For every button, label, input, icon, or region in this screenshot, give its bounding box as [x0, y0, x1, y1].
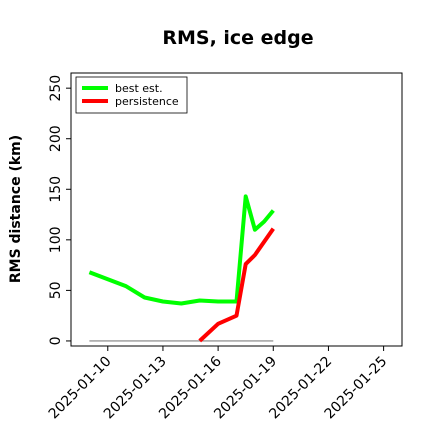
plot-frame [70, 72, 403, 347]
chart-title: RMS, ice edge [162, 27, 313, 49]
plot-area [88, 194, 275, 343]
legend-box [75, 76, 188, 114]
y-tick-label: 100 [48, 226, 64, 253]
series-line-persistence [198, 227, 275, 343]
legend: best est. persistence [75, 76, 188, 114]
y-axis: 0 50 100 150 200 250 [48, 75, 71, 345]
series-line-best-est [88, 194, 275, 306]
y-tick-label: 200 [48, 125, 64, 152]
x-axis: 2025-01-102025-01-132025-01-162025-01-19… [46, 346, 390, 422]
y-axis-label: RMS distance (km) [8, 135, 24, 283]
y-tick-label: 0 [48, 336, 64, 345]
legend-label-best-est: best est. [115, 82, 163, 95]
y-tick-label: 150 [48, 176, 64, 203]
y-tick-label: 250 [48, 75, 64, 102]
legend-label-persistence: persistence [115, 95, 179, 108]
y-tick-label: 50 [48, 281, 64, 299]
